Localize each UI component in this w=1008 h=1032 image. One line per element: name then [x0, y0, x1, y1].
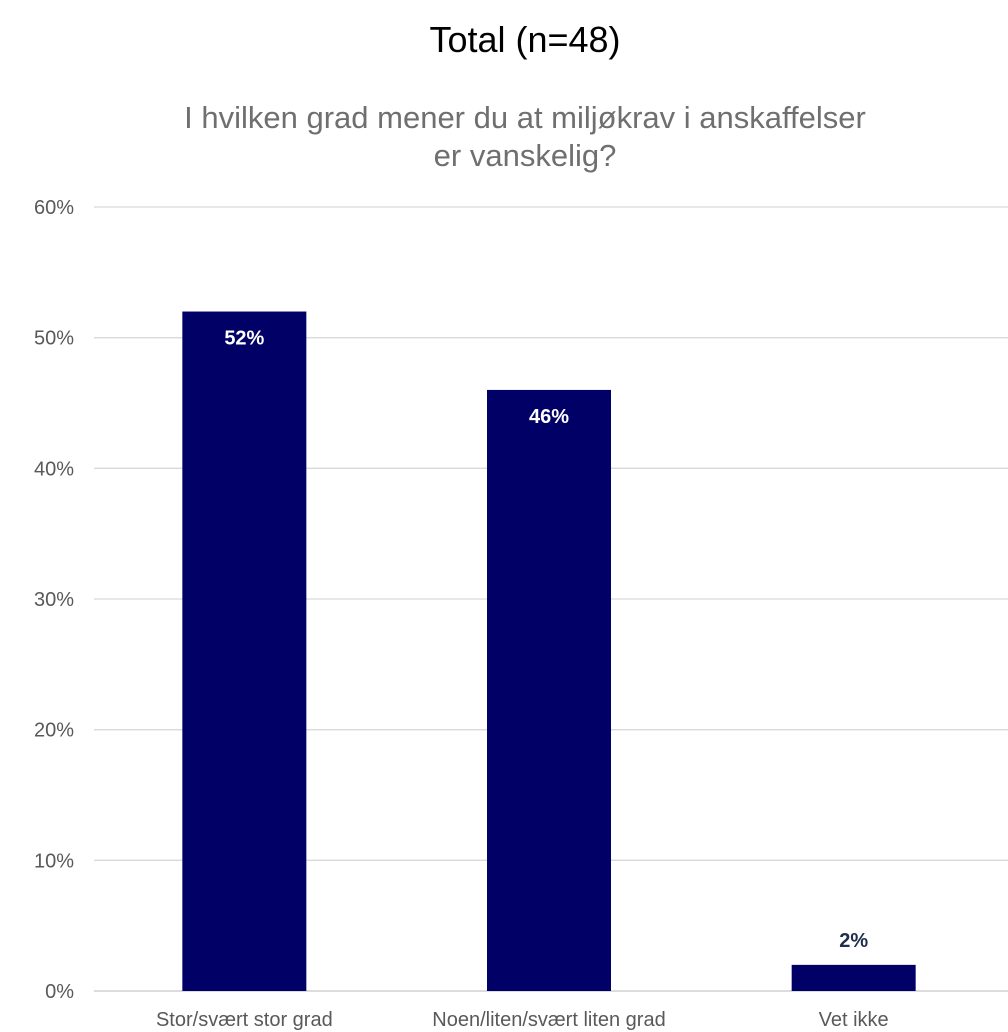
x-category-label: Vet ikke — [819, 1009, 889, 1031]
chart-subtitle-line-1: I hvilken grad mener du at miljøkrav i a… — [184, 100, 866, 135]
y-tick-label: 10% — [34, 850, 74, 872]
bar — [182, 311, 307, 991]
y-tick-label: 60% — [34, 197, 74, 219]
x-axis-categories: Stor/svært stor grad Noen/liten/svært lit… — [156, 1009, 889, 1031]
y-tick-label: 40% — [34, 458, 74, 480]
data-label: 52% — [224, 328, 264, 350]
y-tick-label: 0% — [45, 981, 74, 1003]
chart-title: Total (n=48) — [429, 19, 620, 60]
bar — [791, 964, 916, 991]
data-label: 46% — [529, 406, 569, 428]
bar — [487, 389, 611, 991]
y-tick-label: 50% — [34, 328, 74, 350]
x-category-label: Noen/liten/svært liten grad — [432, 1009, 665, 1031]
y-tick-label: 20% — [34, 720, 74, 742]
y-tick-label: 30% — [34, 589, 74, 611]
x-category-label: Stor/svært stor grad — [156, 1009, 333, 1031]
data-labels: 52% 46% 2% — [224, 328, 868, 952]
bars — [182, 311, 916, 991]
data-label: 2% — [839, 930, 868, 952]
chart-subtitle-line-2: er vanskelig? — [434, 138, 617, 173]
y-axis-ticks: 0% 10% 20% 30% 40% 50% 60% — [34, 197, 74, 1003]
